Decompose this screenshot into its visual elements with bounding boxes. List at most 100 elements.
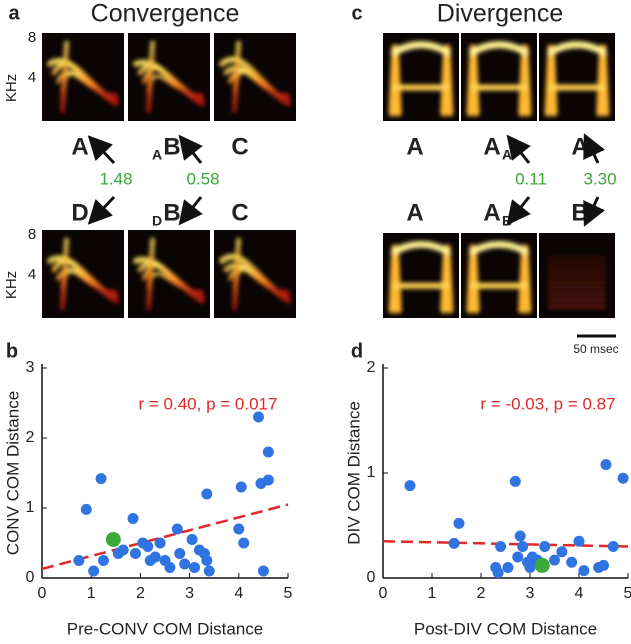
syllable: C: [231, 199, 248, 226]
panel-label: c: [351, 2, 362, 24]
x-tick-label: 4: [234, 585, 243, 602]
x-tick-label: 0: [38, 585, 47, 602]
x-tick-label: 2: [136, 585, 145, 602]
y-axis-label: CONV COM Distance: [3, 391, 22, 555]
y-tick-label: 3: [26, 359, 35, 376]
axis-label: KHz: [3, 74, 20, 102]
data-point: [174, 548, 186, 559]
data-point: [164, 562, 176, 573]
data-point: [598, 559, 609, 571]
data-point: [73, 555, 85, 566]
data-point: [129, 548, 141, 559]
data-point: [189, 562, 201, 573]
tick-label: 4: [28, 69, 36, 86]
panel-label: d: [351, 340, 363, 362]
x-tick-label: 0: [379, 585, 388, 602]
tick-label: 8: [28, 226, 36, 243]
x-tick-label: 2: [477, 585, 486, 602]
energy-band: [546, 41, 608, 56]
spectrogram-energy: [388, 41, 454, 117]
arrow: [583, 196, 605, 227]
data-point: [492, 567, 504, 579]
distance-value: 1.48: [99, 169, 132, 188]
data-point: [534, 557, 550, 573]
data-point: [262, 474, 274, 486]
data-point: [600, 459, 612, 471]
panel-label: a: [8, 2, 20, 24]
energy-band: [146, 40, 156, 114]
spectrogram-energy: [133, 237, 205, 311]
syllable-subscript: B: [502, 213, 512, 229]
data-point: [524, 562, 536, 573]
x-tick-label: 3: [526, 585, 535, 602]
data-point: [453, 517, 465, 529]
data-point: [179, 558, 191, 570]
data-point: [502, 562, 514, 573]
data-point: [578, 565, 590, 577]
spectrogram-energy: [219, 40, 291, 114]
data-point: [514, 530, 526, 542]
syllable: B: [571, 199, 588, 226]
data-point: [201, 555, 213, 566]
axis-label: KHz: [3, 271, 20, 299]
y-tick-label: 1: [26, 499, 35, 516]
data-point: [95, 473, 107, 485]
syllable: B: [163, 199, 180, 226]
data-point: [252, 411, 264, 423]
data-point: [105, 532, 121, 547]
data-point: [549, 554, 560, 566]
data-point: [617, 472, 629, 484]
data-point: [607, 541, 619, 552]
energy-band: [468, 240, 530, 256]
panel-title: Convergence: [91, 0, 240, 28]
y-axis-label: DIV COM Distance: [344, 401, 363, 545]
data-point: [233, 523, 245, 535]
data-point: [171, 523, 183, 535]
data-point: [257, 565, 269, 577]
energy-band: [146, 237, 156, 311]
data-point: [201, 488, 213, 500]
x-tick-label: 5: [624, 585, 631, 602]
fit-line: [382, 540, 629, 548]
x-tick-label: 3: [185, 585, 194, 602]
syllable: A: [71, 133, 88, 160]
data-point: [80, 503, 92, 515]
arrow: [583, 133, 605, 164]
arrow: [506, 134, 531, 164]
syllable: A: [571, 133, 588, 160]
spectrogram-energy: [466, 240, 532, 314]
energy-band: [390, 240, 452, 256]
data-point: [517, 541, 529, 552]
data-point: [88, 565, 100, 577]
x-axis-label: Pre-CONV COM Distance: [67, 619, 263, 638]
spectrogram-energy: [219, 237, 291, 311]
panel-label: b: [6, 340, 18, 362]
data-point: [117, 544, 129, 556]
x-axis-label: Post-DIV COM Distance: [414, 619, 597, 638]
spectrogram-energy: [133, 40, 205, 114]
arrow: [178, 196, 203, 226]
spectrogram-energy: [388, 240, 454, 314]
distance-value: 0.58: [186, 169, 219, 188]
distance-value: 0.11: [515, 169, 547, 188]
annotation: r = -0.03, p = 0.87: [480, 394, 615, 413]
syllable: A: [406, 133, 423, 160]
spectrogram-energy: [47, 237, 119, 311]
syllable: B: [163, 133, 180, 160]
data-point: [186, 534, 198, 545]
data-point: [149, 551, 161, 563]
energy-band: [232, 40, 242, 114]
data-point: [404, 480, 416, 492]
data-point: [556, 546, 568, 558]
arrow: [506, 196, 531, 226]
syllable: A: [483, 199, 500, 226]
data-point: [203, 565, 215, 577]
energy-band: [468, 41, 530, 56]
tick-label: 4: [28, 266, 36, 283]
x-tick-label: 4: [575, 585, 584, 602]
data-point: [539, 541, 551, 552]
y-tick-label: 1: [367, 464, 376, 481]
spectrogram-energy: [544, 41, 610, 117]
